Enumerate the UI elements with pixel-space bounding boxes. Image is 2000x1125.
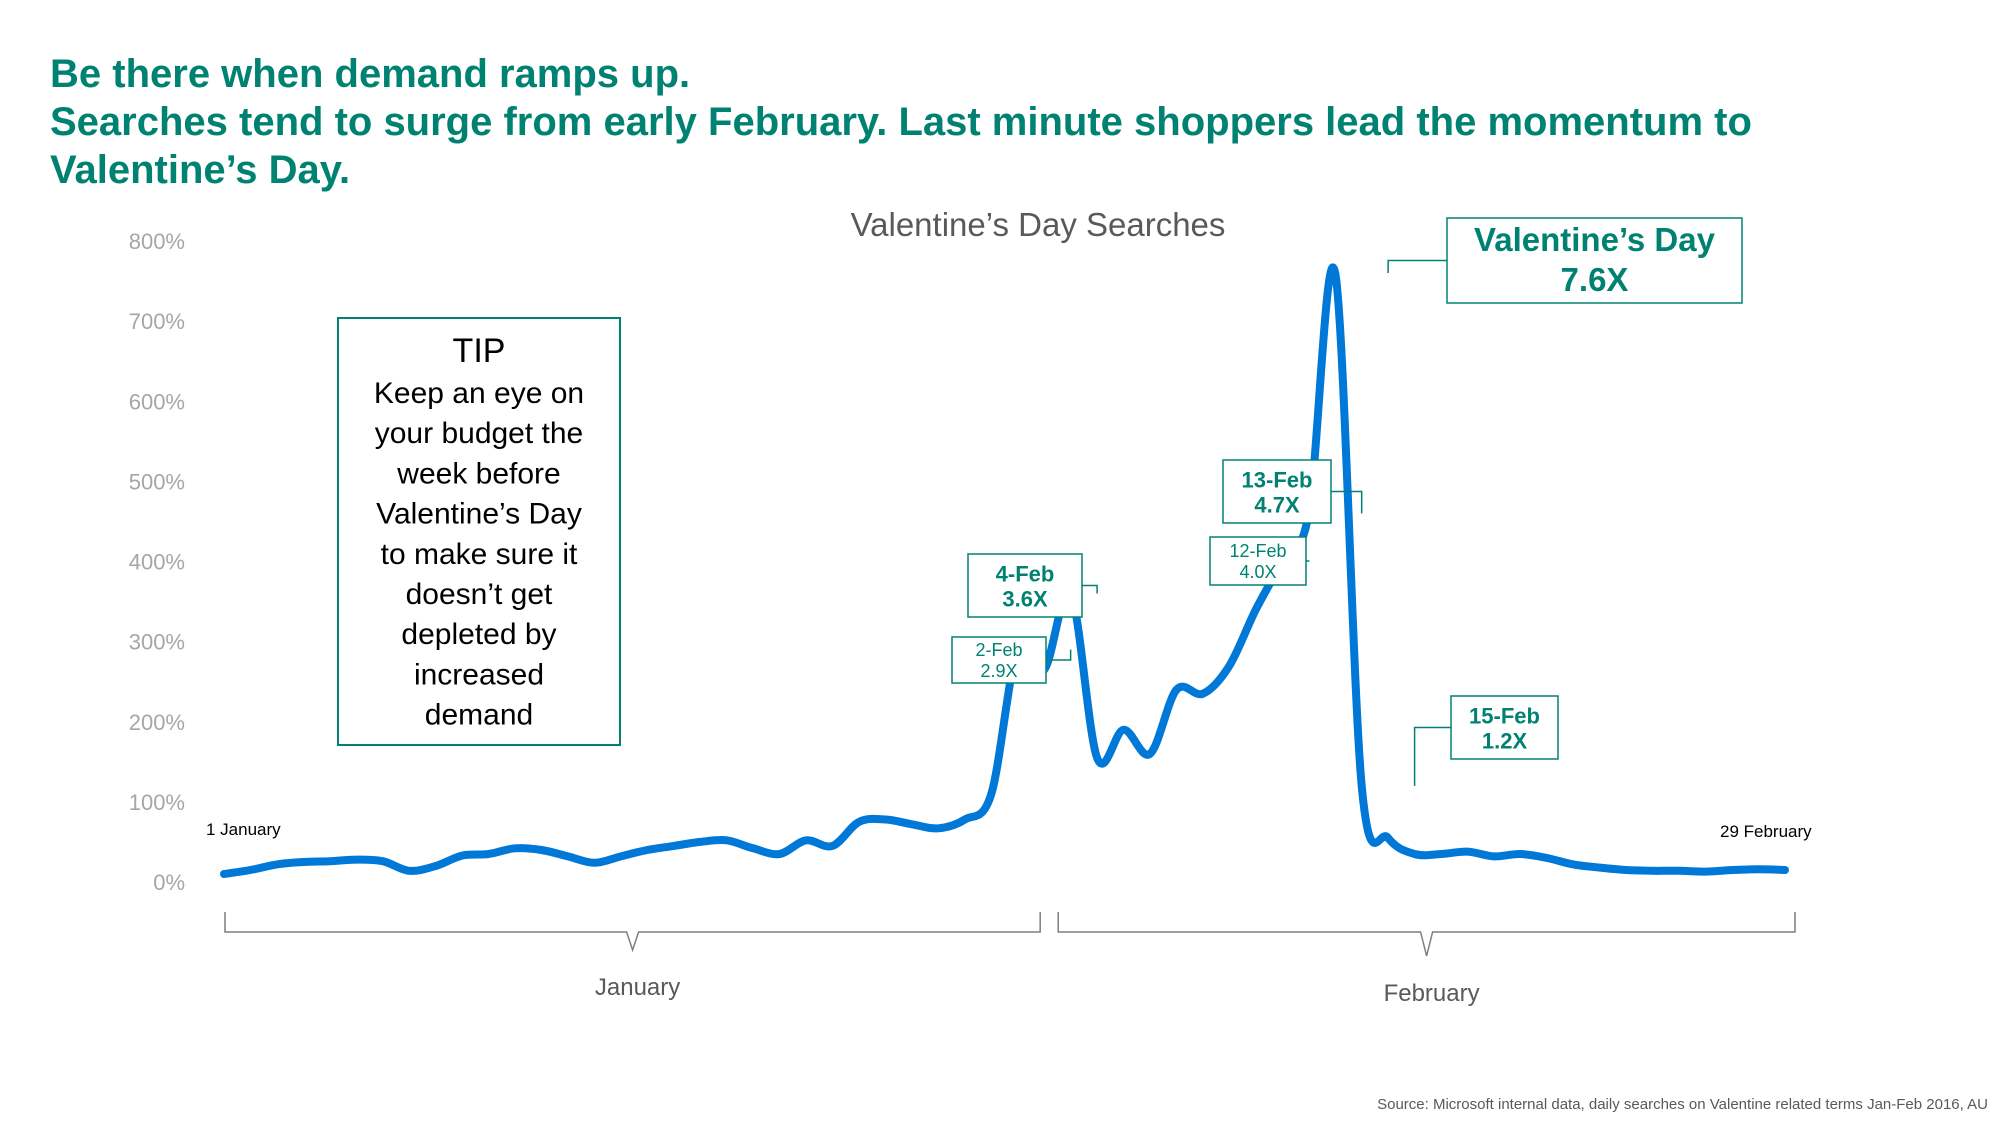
tip-box: TIP Keep an eye on your budget the week bef… [337,317,621,746]
february-bracket [1057,912,1796,957]
tip-body-line: Valentine’s Day [376,498,582,531]
annotation-multiple: 7.6X [1561,261,1629,298]
january-bracket [224,912,1041,953]
tip-body-line: doesn’t get [406,578,553,611]
tip-body-line: week before [396,457,560,490]
chart-title: Valentine’s Day Searches [851,206,1226,243]
january-bracket-label: January [595,974,680,1001]
annotation-date: 12-Feb [1229,541,1286,561]
annotation-leader [1387,259,1447,274]
tip-body-line: your budget the [375,417,584,450]
tip-title: TIP [453,332,506,370]
annotation-box [1446,217,1743,304]
y-tick-label: 100% [129,790,185,815]
annotation-multiple: 1.2X [1482,728,1528,753]
tip-body-line: demand [425,699,533,732]
y-tick-label: 200% [129,710,185,735]
y-tick-label: 0% [153,870,185,895]
annotation-box [951,636,1047,684]
tip-body-line: depleted by [401,618,556,651]
annotation-date: Valentine’s Day [1474,221,1716,258]
tip-body-line: to make sure it [381,538,578,571]
source-note: Source: Microsoft internal data, daily s… [1377,1096,1988,1113]
annotation-leader [1082,584,1098,594]
annotation-leader [1413,726,1451,786]
y-tick-label: 300% [129,630,185,655]
y-tick-label: 800% [129,229,185,254]
tip-box-border [337,317,621,746]
y-tick-label: 600% [129,389,185,414]
y-tick-label: 700% [129,309,185,334]
annotation-date: 2-Feb [975,640,1022,660]
annotation-multiple: 4.0X [1239,562,1276,582]
month-brackets: January February [224,912,1796,1007]
annotation-box [967,553,1083,618]
headline: Be there when demand ramps up. Searches … [50,50,1950,194]
headline-line-2: Searches tend to surge from early Februa… [50,100,1752,192]
headline-line-1: Be there when demand ramps up. [50,52,691,96]
y-tick-label: 500% [129,469,185,494]
start-date-label: 1 January [206,820,281,839]
annotation-multiple: 2.9X [980,661,1017,681]
y-axis-ticks: 0% 100% 200% 300% 400% 500% 600% 700% 800% [129,229,185,895]
annotation-leader [1306,560,1310,562]
annotation-leader [1046,649,1072,661]
annotation-date: 13-Feb [1242,468,1313,493]
tip-body-line: increased [414,658,544,691]
end-date-label: 29 February [1720,822,1812,841]
annotation-leader [1331,490,1363,514]
annotation-date: 15-Feb [1469,704,1540,729]
february-bracket-label: February [1384,980,1480,1007]
annotation-date: 4-Feb [996,562,1055,587]
annotation-multiple: 4.7X [1254,492,1300,517]
annotation-box [1222,459,1332,524]
series-line [220,263,1789,878]
tip-body-line: Keep an eye on [374,377,584,410]
y-tick-label: 400% [129,550,185,575]
annotation-multiple: 3.6X [1002,586,1048,611]
